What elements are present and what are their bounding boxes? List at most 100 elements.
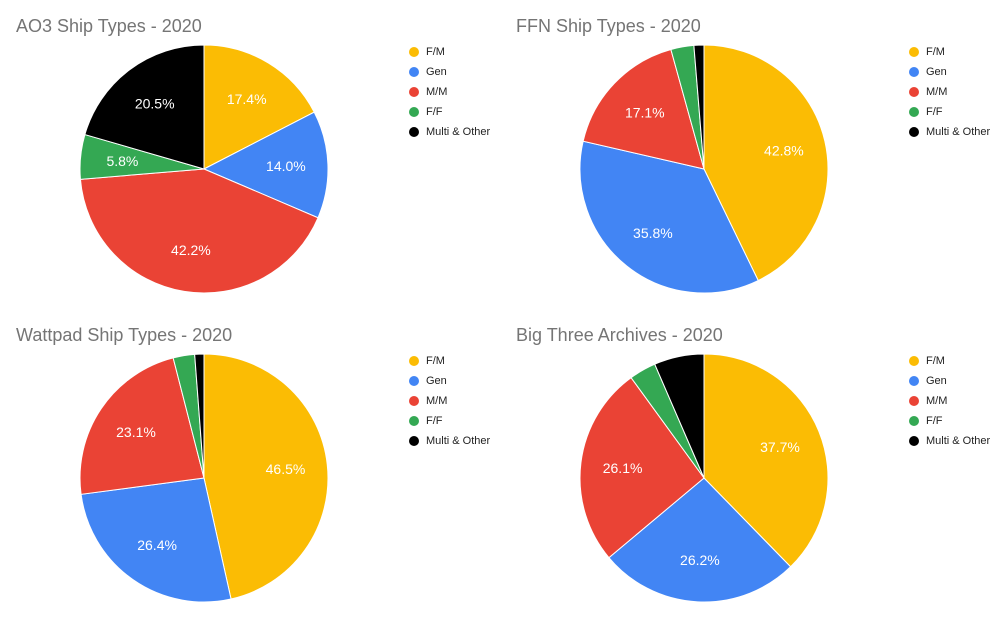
data-label: 17.4% — [227, 91, 267, 107]
legend-swatch — [409, 376, 419, 386]
legend-label: Multi & Other — [926, 126, 991, 138]
legend-swatch — [409, 416, 419, 426]
pie-slice — [579, 140, 759, 294]
data-label: 20.5% — [135, 96, 175, 112]
data-label: 14.0% — [266, 158, 306, 174]
legend-swatch — [409, 107, 419, 117]
pie-slice — [582, 48, 705, 170]
legend: F/M Gen M/M F/F Multi & Other — [909, 351, 999, 451]
legend-label: M/M — [426, 395, 448, 407]
legend-swatch — [909, 416, 919, 426]
legend-item: M/M — [409, 82, 499, 102]
legend-item: Gen — [409, 62, 499, 82]
legend-swatch — [909, 67, 919, 77]
pie-slice — [579, 376, 705, 559]
data-label: 5.8% — [106, 153, 138, 169]
legend-item: Multi & Other — [409, 122, 499, 142]
legend-item: F/M — [409, 351, 499, 371]
legend: F/M Gen M/M F/F Multi & Other — [409, 42, 499, 142]
legend-item: Gen — [909, 371, 999, 391]
pie-chart: 42.8% 35.8% 17.1% — [579, 44, 829, 294]
legend-swatch — [409, 436, 419, 446]
legend-label: Multi & Other — [426, 126, 491, 138]
pie-slice — [654, 353, 705, 479]
legend-swatch — [909, 107, 919, 117]
legend: F/M Gen M/M F/F Multi & Other — [909, 42, 999, 142]
legend-swatch — [909, 127, 919, 137]
data-label: 46.5% — [266, 461, 306, 477]
legend-item: F/F — [409, 411, 499, 431]
legend-swatch — [909, 376, 919, 386]
pie-slice — [203, 44, 315, 170]
data-label: 26.2% — [680, 552, 720, 568]
legend-label: F/F — [426, 106, 443, 118]
legend: F/M Gen M/M F/F Multi & Other — [409, 351, 499, 451]
legend-label: M/M — [926, 86, 948, 98]
legend-item: Multi & Other — [909, 431, 999, 451]
pie-chart-panel: AO3 Ship Types - 2020 17.4% 14.0% 42.2% 5.8%… — [0, 0, 500, 309]
legend-item: M/M — [909, 82, 999, 102]
pie-chart-panel: Wattpad Ship Types - 2020 46.5% 26.4% 23.1%… — [0, 309, 500, 618]
pie-slice — [79, 168, 319, 294]
pie-slice — [203, 353, 329, 600]
legend-swatch — [909, 436, 919, 446]
legend-label: F/M — [926, 355, 945, 367]
legend-item: F/F — [909, 102, 999, 122]
legend-item: F/M — [909, 351, 999, 371]
pie-slice — [693, 44, 705, 170]
legend-label: Gen — [926, 375, 947, 387]
pie-chart: 46.5% 26.4% 23.1% — [79, 353, 329, 603]
legend-label: Multi & Other — [926, 435, 991, 447]
legend-swatch — [909, 87, 919, 97]
pie-slice — [703, 353, 829, 568]
data-label: 26.1% — [603, 460, 643, 476]
legend-label: M/M — [926, 395, 948, 407]
legend-item: F/M — [909, 42, 999, 62]
legend-swatch — [409, 356, 419, 366]
data-label: 35.8% — [633, 225, 673, 241]
pie-slice — [202, 111, 329, 219]
data-label: 42.2% — [171, 242, 211, 258]
legend-label: M/M — [426, 86, 448, 98]
data-label: 17.1% — [625, 104, 665, 120]
legend-label: F/M — [926, 46, 945, 58]
pie-slice — [84, 44, 205, 170]
legend-swatch — [409, 87, 419, 97]
chart-title: FFN Ship Types - 2020 — [516, 16, 701, 36]
legend-item: F/F — [409, 102, 499, 122]
legend-label: F/F — [926, 106, 943, 118]
legend-label: F/F — [426, 415, 443, 427]
legend-item: Gen — [409, 371, 499, 391]
pie-chart: 17.4% 14.0% 42.2% 5.8% 20.5% — [79, 44, 329, 294]
legend-label: Gen — [926, 66, 947, 78]
pie-slice — [80, 477, 232, 603]
pie-slice — [79, 357, 205, 495]
legend-swatch — [909, 396, 919, 406]
pie-slice — [703, 44, 829, 282]
legend-label: Multi & Other — [426, 435, 491, 447]
data-label: 26.4% — [137, 537, 177, 553]
legend-item: Gen — [909, 62, 999, 82]
legend-label: F/M — [426, 355, 445, 367]
pie-chart: 37.7% 26.2% 26.1% — [579, 353, 829, 603]
pie-slice — [608, 477, 792, 603]
legend-swatch — [409, 67, 419, 77]
legend-item: M/M — [909, 391, 999, 411]
data-label: 42.8% — [764, 143, 804, 159]
legend-item: Multi & Other — [909, 122, 999, 142]
legend-swatch — [409, 127, 419, 137]
chart-title: AO3 Ship Types - 2020 — [16, 16, 202, 36]
pie-chart-panel: Big Three Archives - 2020 37.7% 26.2% 26.1%… — [500, 309, 1000, 618]
legend-swatch — [409, 396, 419, 406]
chart-title: Big Three Archives - 2020 — [516, 325, 723, 345]
chart-title: Wattpad Ship Types - 2020 — [16, 325, 233, 345]
pie-chart-panel: FFN Ship Types - 2020 42.8% 35.8% 17.1% F/M G… — [500, 0, 1000, 309]
legend-item: Multi & Other — [409, 431, 499, 451]
legend-label: F/M — [426, 46, 445, 58]
legend-swatch — [909, 47, 919, 57]
legend-item: F/M — [409, 42, 499, 62]
legend-label: Gen — [426, 375, 447, 387]
data-label: 23.1% — [116, 424, 156, 440]
legend-label: F/F — [926, 415, 943, 427]
